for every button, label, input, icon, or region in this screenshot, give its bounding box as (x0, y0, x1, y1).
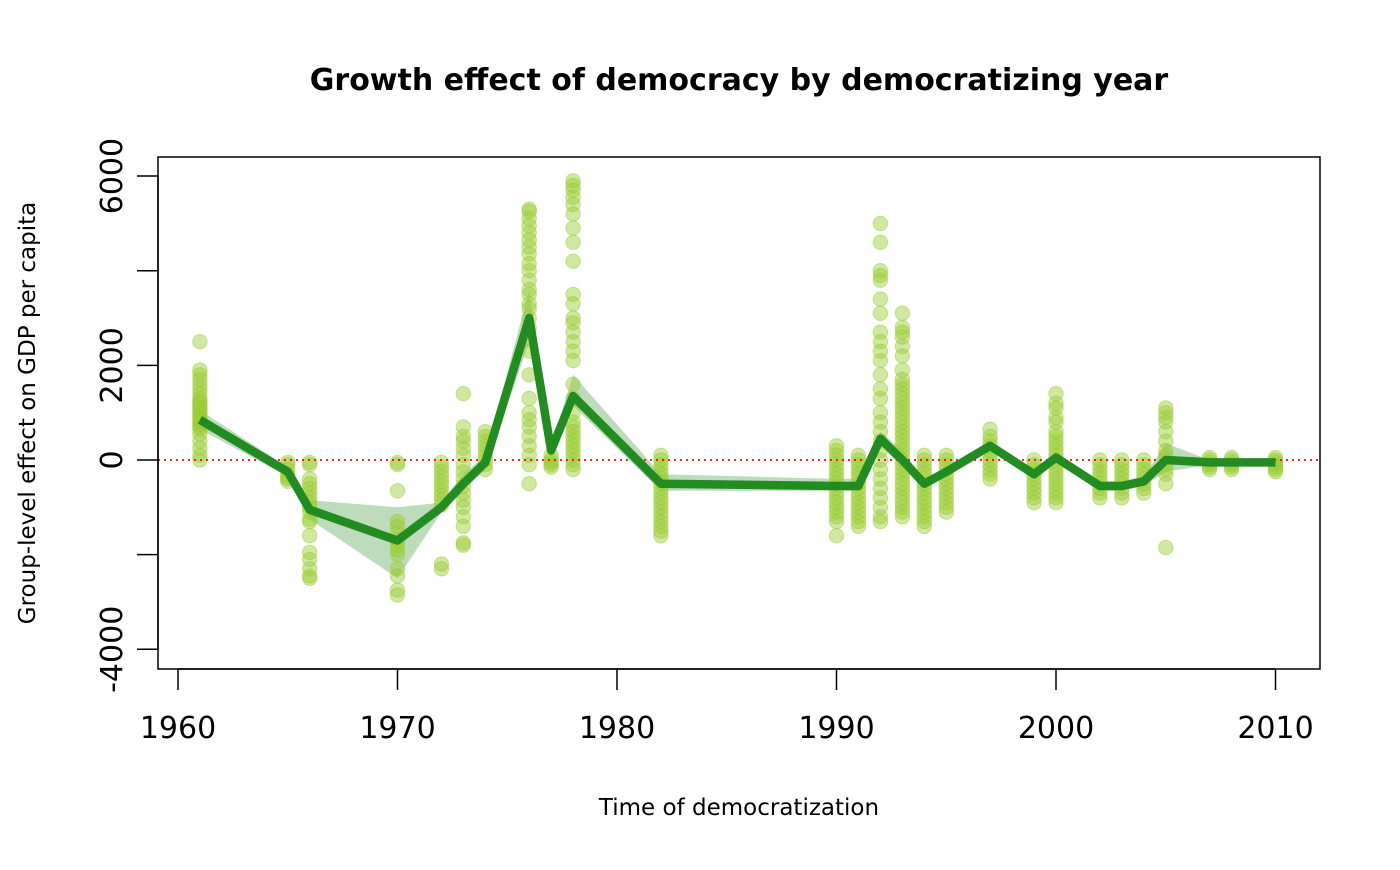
data-point (653, 523, 669, 539)
y-tick-label: -4000 (95, 606, 130, 693)
data-point (1136, 485, 1152, 501)
data-point (872, 272, 889, 288)
data-point (872, 390, 889, 407)
data-point (872, 291, 889, 307)
data-point (192, 447, 208, 463)
data-point (389, 587, 406, 603)
axes-layer: 1960 1970 1980 1990 2000 2010 -4000 0 2000 6000 (95, 138, 1314, 746)
plot-frame (157, 156, 1321, 670)
x-tick-label: 1980 (579, 711, 655, 746)
data-point (1092, 490, 1108, 506)
data-point (872, 367, 889, 383)
data-point (565, 220, 581, 236)
data-point (389, 582, 406, 598)
data-point (565, 461, 581, 478)
data-point (565, 352, 581, 369)
data-point (389, 457, 406, 473)
data-point (565, 234, 581, 251)
data-point (1026, 494, 1042, 511)
data-point (192, 334, 208, 350)
data-point (565, 457, 581, 473)
x-tick-label: 1990 (798, 711, 874, 746)
data-point (982, 471, 998, 487)
data-point (433, 556, 450, 572)
data-point (302, 570, 318, 586)
data-point (521, 390, 537, 407)
x-tick-label: 2010 (1237, 711, 1313, 746)
data-point (894, 509, 911, 525)
data-point (565, 253, 581, 269)
data-point (521, 457, 537, 473)
data-point (455, 428, 471, 444)
data-point (565, 376, 581, 392)
data-point (872, 234, 889, 251)
data-point (872, 513, 889, 530)
data-point (565, 296, 581, 312)
data-point (872, 352, 889, 369)
data-point (455, 518, 471, 534)
data-point (1114, 490, 1130, 506)
data-point (433, 561, 450, 577)
y-tick-label: 2000 (95, 327, 130, 403)
data-point (455, 386, 471, 402)
data-point (302, 513, 318, 530)
data-point (828, 509, 845, 525)
data-point (938, 504, 954, 520)
data-point (894, 504, 911, 520)
data-point (1158, 476, 1174, 492)
data-point (916, 518, 932, 534)
data-point (850, 513, 867, 530)
data-point (302, 528, 318, 544)
data-point (1048, 494, 1064, 511)
data-point (1048, 490, 1064, 506)
chart-title: Growth effect of democracy by democratiz… (310, 63, 1169, 98)
data-point (872, 305, 889, 321)
data-point (828, 528, 845, 544)
data-point (521, 476, 537, 492)
data-point (543, 459, 559, 475)
data-point (850, 518, 867, 534)
data-point (894, 348, 911, 364)
data-point (938, 499, 954, 515)
data-point (916, 513, 932, 530)
data-point (653, 528, 669, 544)
y-tick-label: 6000 (95, 138, 130, 214)
data-point (565, 177, 581, 194)
data-point (872, 509, 889, 525)
x-tick-label: 2000 (1018, 711, 1094, 746)
x-axis-label: Time of democratization (598, 795, 879, 821)
x-tick-label: 1960 (140, 711, 216, 746)
data-point (389, 483, 406, 499)
data-point (389, 513, 406, 530)
data-point (389, 568, 406, 584)
data-point (828, 513, 845, 530)
y-axis-label: Group-level effect on GDP per capita (15, 202, 41, 624)
data-point (389, 546, 406, 563)
data-point (894, 305, 911, 321)
data-point (1158, 539, 1174, 556)
plot-layer (158, 173, 1320, 603)
data-point (455, 535, 471, 551)
data-point (1026, 490, 1042, 506)
data-point (872, 267, 889, 284)
x-tick-label: 1970 (359, 711, 435, 746)
confidence-ribbon (199, 289, 1276, 579)
data-point (872, 215, 889, 232)
data-point (1267, 464, 1284, 480)
y-tick-label: 0 (95, 450, 130, 469)
mean-effect-line (197, 313, 1276, 545)
data-point (565, 206, 581, 222)
data-point (982, 466, 998, 482)
